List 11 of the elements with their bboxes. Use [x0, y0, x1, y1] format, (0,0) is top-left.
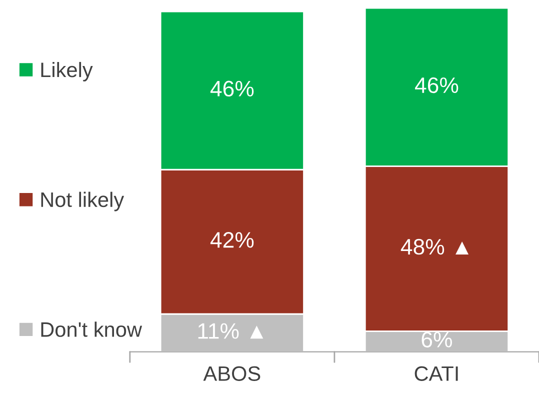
- data-label: 48% ▲: [400, 238, 469, 255]
- data-label: 46%: [414, 77, 458, 94]
- legend-label: Not likely: [41, 192, 124, 212]
- data-label: 11% ▲: [198, 323, 264, 339]
- x-tick-label: CATI: [414, 366, 458, 382]
- x-tick-label: ABOS: [203, 366, 260, 382]
- data-label: 42%: [210, 232, 254, 248]
- data-label: 6%: [422, 332, 452, 348]
- legend-label: Likely: [41, 62, 93, 82]
- data-label: 46%: [210, 80, 254, 97]
- legend-label: Don't know: [41, 322, 142, 337]
